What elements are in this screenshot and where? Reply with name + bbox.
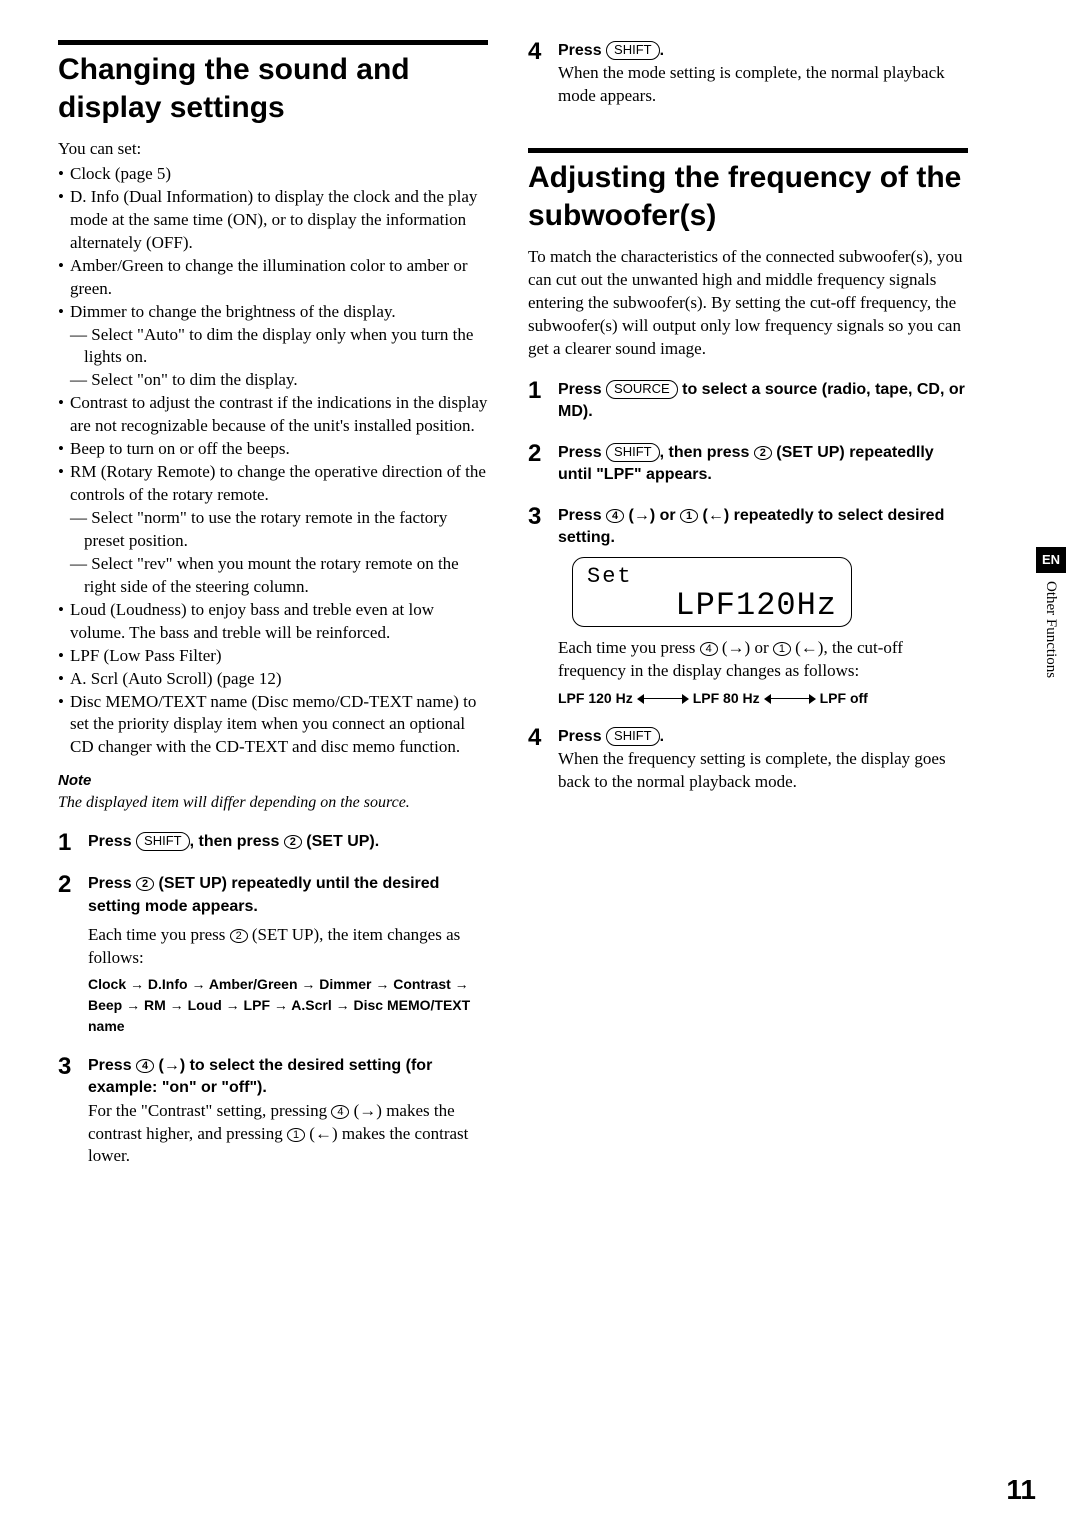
intro-text: You can set: — [58, 138, 488, 161]
step-number: 2 — [528, 442, 550, 487]
list-sub-item: — Select "norm" to use the rotary remote… — [70, 507, 488, 553]
list-item: Disc MEMO/TEXT name (Disc memo/CD-TEXT n… — [58, 691, 488, 760]
freq-value: LPF 120 Hz — [558, 689, 633, 708]
step-body-text: For the "Contrast" setting, pressing 4 (… — [88, 1100, 488, 1169]
frequency-sequence: LPF 120 Hz LPF 80 Hz LPF off — [558, 689, 968, 708]
section-rule — [528, 148, 968, 153]
section-rule — [58, 40, 488, 45]
shift-button-label: SHIFT — [606, 41, 660, 60]
step-number: 4 — [528, 726, 550, 794]
shift-button-label: SHIFT — [136, 832, 190, 851]
page-columns: Changing the sound and display settings … — [58, 40, 1030, 1168]
list-sub-item: — Select "rev" when you mount the rotary… — [70, 553, 488, 599]
lcd-display: Set LPF120Hz — [572, 557, 852, 627]
freq-value: LPF off — [820, 689, 868, 708]
left-step-3: 3 Press 4 (→) to select the desired sett… — [58, 1055, 488, 1169]
key-4-icon: 4 — [331, 1105, 349, 1119]
page-number: 11 — [1006, 1471, 1036, 1509]
list-item: LPF (Low Pass Filter) — [58, 645, 488, 668]
step-instruction: Press SHIFT. — [558, 726, 968, 748]
list-item: Loud (Loudness) to enjoy bass and treble… — [58, 599, 488, 645]
key-4-icon: 4 — [700, 642, 718, 656]
step-number: 2 — [58, 873, 80, 1037]
list-item: Contrast to adjust the contrast if the i… — [58, 392, 488, 438]
shift-button-label: SHIFT — [606, 727, 660, 746]
key-2-icon: 2 — [136, 877, 154, 891]
list-item: Dimmer to change the brightness of the d… — [58, 301, 488, 393]
right-step-3: 3 Press 4 (→) or 1 (←) repeatedly to sel… — [528, 505, 968, 709]
settings-list: Clock (page 5)D. Info (Dual Information)… — [58, 163, 488, 759]
source-button-label: SOURCE — [606, 380, 678, 399]
key-4-icon: 4 — [606, 509, 624, 523]
left-step-1: 1 Press SHIFT, then press 2 (SET UP). — [58, 831, 488, 855]
intro-text: To match the characteristics of the conn… — [528, 246, 968, 361]
left-step-2: 2 Press 2 (SET UP) repeatedly until the … — [58, 873, 488, 1037]
key-4-icon: 4 — [136, 1059, 154, 1073]
right-step-4: 4 Press SHIFT. When the frequency settin… — [528, 726, 968, 794]
list-item: Clock (page 5) — [58, 163, 488, 186]
double-arrow-icon — [637, 694, 689, 704]
key-2-icon: 2 — [754, 446, 772, 460]
step-number: 1 — [528, 379, 550, 424]
step-instruction: Press 4 (→) or 1 (←) repeatedly to selec… — [558, 505, 968, 550]
setting-sequence: Clock → D.Info → Amber/Green → Dimmer → … — [88, 974, 488, 1037]
section-title-2: Adjusting the frequency of the subwoofer… — [528, 159, 968, 234]
list-item: RM (Rotary Remote) to change the operati… — [58, 461, 488, 599]
step-number: 4 — [528, 40, 550, 108]
step-number: 1 — [58, 831, 80, 855]
key-1-icon: 1 — [287, 1128, 305, 1142]
left-column: Changing the sound and display settings … — [58, 40, 488, 1168]
double-arrow-icon — [764, 694, 816, 704]
step-instruction: Press SHIFT, then press 2 (SET UP) repea… — [558, 442, 968, 487]
step-body-text: Each time you press 2 (SET UP), the item… — [88, 924, 488, 970]
step-instruction: Press 4 (→) to select the desired settin… — [88, 1055, 488, 1100]
right-column: 4 Press SHIFT. When the mode setting is … — [528, 40, 968, 1168]
step-body-text: When the frequency setting is complete, … — [558, 748, 968, 794]
step-number: 3 — [528, 505, 550, 709]
language-badge: EN — [1036, 547, 1066, 573]
shift-button-label: SHIFT — [606, 443, 660, 462]
list-item: Beep to turn on or off the beeps. — [58, 438, 488, 461]
side-tab: EN Other Functions — [1036, 547, 1066, 678]
list-sub-item: — Select "on" to dim the display. — [70, 369, 488, 392]
list-item: A. Scrl (Auto Scroll) (page 12) — [58, 668, 488, 691]
freq-value: LPF 80 Hz — [693, 689, 760, 708]
key-2-icon: 2 — [284, 835, 302, 849]
list-sub-item: — Select "Auto" to dim the display only … — [70, 324, 488, 370]
key-1-icon: 1 — [773, 642, 791, 656]
step-body-text: When the mode setting is complete, the n… — [558, 62, 968, 108]
step-number: 3 — [58, 1055, 80, 1169]
step-body-text: Each time you press 4 (→) or 1 (←), the … — [558, 637, 968, 683]
key-2-icon: 2 — [230, 929, 248, 943]
lcd-line-2: LPF120Hz — [587, 590, 837, 622]
step-instruction: Press 2 (SET UP) repeatedly until the de… — [88, 873, 488, 918]
step-instruction: Press SHIFT, then press 2 (SET UP). — [88, 831, 488, 853]
step-instruction: Press SHIFT. — [558, 40, 968, 62]
note-text: The displayed item will differ depending… — [58, 792, 488, 814]
step-instruction: Press SOURCE to select a source (radio, … — [558, 379, 968, 424]
list-item: D. Info (Dual Information) to display th… — [58, 186, 488, 255]
note-label: Note — [58, 771, 488, 791]
left-step-4-continued: 4 Press SHIFT. When the mode setting is … — [528, 40, 968, 108]
section-label: Other Functions — [1041, 581, 1061, 678]
section-title-1: Changing the sound and display settings — [58, 51, 488, 126]
key-1-icon: 1 — [680, 509, 698, 523]
list-item: Amber/Green to change the illumination c… — [58, 255, 488, 301]
right-step-2: 2 Press SHIFT, then press 2 (SET UP) rep… — [528, 442, 968, 487]
right-step-1: 1 Press SOURCE to select a source (radio… — [528, 379, 968, 424]
